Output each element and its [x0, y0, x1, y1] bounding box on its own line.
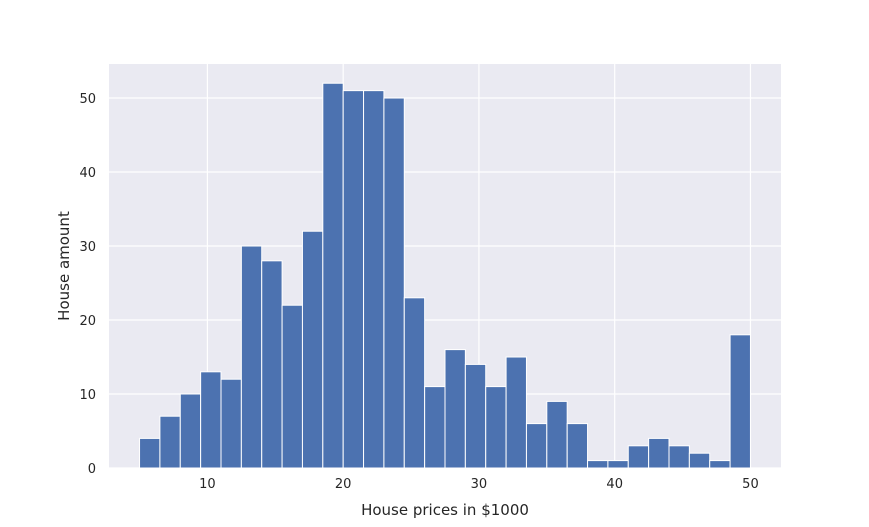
- histogram-bar: [261, 260, 283, 469]
- histogram-bar: [627, 445, 650, 469]
- histogram-bar: [587, 460, 609, 469]
- histogram-bar: [159, 415, 181, 469]
- histogram-bar: [383, 97, 405, 469]
- histogram-bar: [648, 437, 670, 469]
- histogram-bar: [729, 334, 751, 469]
- histogram-bar: [322, 82, 344, 469]
- histogram-bar: [403, 297, 426, 469]
- y-tick-label: 40: [79, 166, 96, 181]
- histogram-bar: [139, 437, 161, 469]
- x-tick-labels: 10 20 30 40 50: [199, 477, 759, 492]
- x-tick-label: 30: [471, 477, 488, 492]
- histogram-bar: [200, 371, 222, 469]
- y-tick-labels: 0 10 20 30 40 50: [79, 92, 96, 477]
- histogram-bar: [240, 245, 263, 469]
- histogram-bar: [464, 363, 487, 469]
- histogram-bar: [607, 460, 629, 469]
- histogram-bar: [179, 393, 202, 469]
- x-tick-label: 50: [742, 477, 759, 492]
- histogram-bar: [363, 90, 385, 469]
- bars: [139, 82, 751, 469]
- y-tick-label: 30: [79, 240, 96, 255]
- histogram-bar: [424, 386, 446, 469]
- x-tick-label: 20: [335, 477, 352, 492]
- histogram-bar: [546, 400, 568, 469]
- gridlines: [109, 64, 781, 469]
- histogram-bar: [342, 90, 365, 469]
- histogram-bar: [566, 423, 589, 469]
- y-tick-label: 50: [79, 92, 96, 107]
- y-tick-label: 10: [79, 388, 96, 403]
- histogram-bar: [220, 378, 242, 469]
- x-axis-label: House prices in $1000: [361, 501, 529, 519]
- histogram-bar: [485, 386, 507, 469]
- histogram-bar: [505, 356, 527, 469]
- histogram-bar: [525, 423, 548, 469]
- y-axis-label: House amount: [55, 211, 73, 321]
- histogram-bar: [281, 304, 303, 469]
- histogram-bar: [668, 445, 690, 469]
- histogram-bar: [444, 349, 466, 469]
- x-tick-label: 40: [606, 477, 623, 492]
- histogram-bar: [301, 230, 324, 469]
- x-tick-label: 10: [199, 477, 216, 492]
- histogram-bar: [688, 452, 711, 469]
- histogram-bar: [709, 460, 731, 469]
- y-tick-label: 0: [88, 462, 96, 477]
- y-tick-label: 20: [79, 314, 96, 329]
